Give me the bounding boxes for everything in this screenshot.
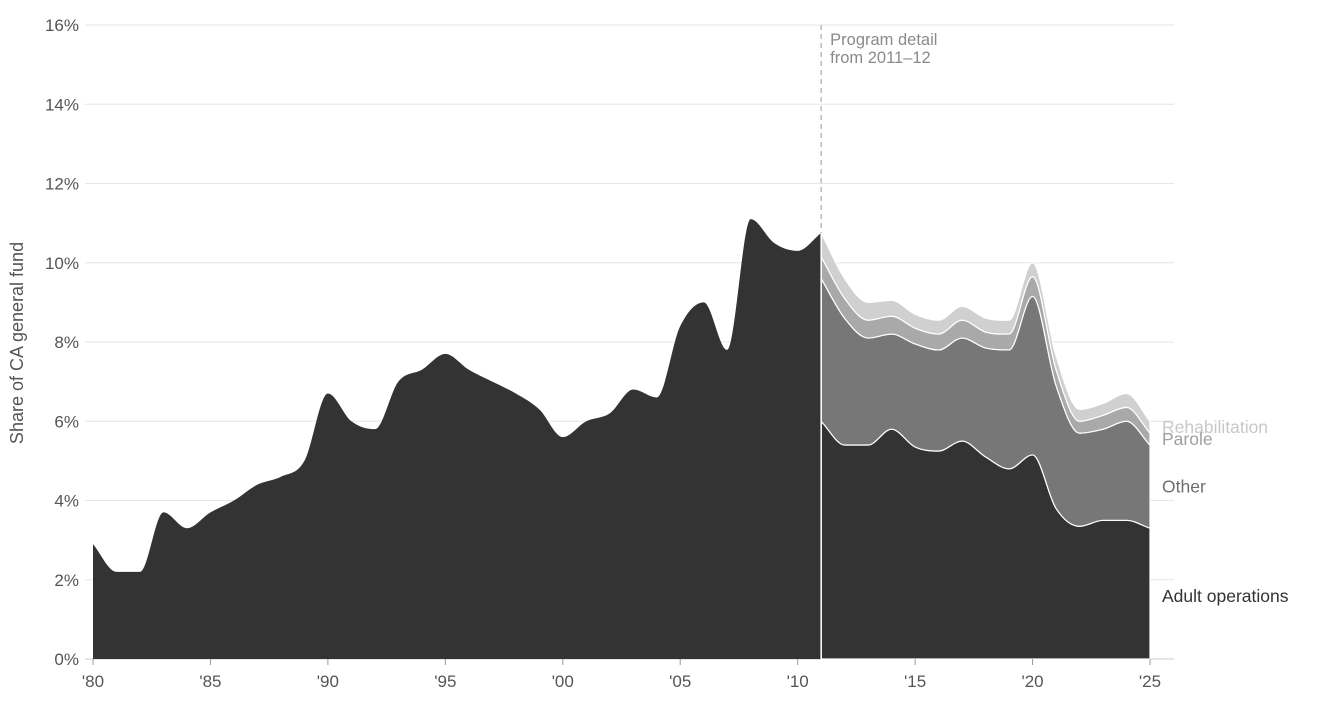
series-labels: Adult operations Other ParoleRehabilitatio… [1162,417,1289,606]
x-tick-label: '95 [434,672,456,691]
y-tick-label: 16% [45,16,79,35]
x-axis: '80 '85 '90 '95 '00 '05 '10 '15 '20 '25 [82,659,1161,691]
annotation: Program detail from 2011–12 [820,25,937,234]
y-tick-label: 8% [54,333,79,352]
annotation-text-line-2: from 2011–12 [830,49,931,67]
x-tick-label: '10 [787,672,809,691]
annotation-text-line-1: Program detail [830,31,937,49]
area-layers [93,219,1151,660]
y-tick-label: 6% [54,412,79,431]
y-tick-label: 0% [54,650,79,669]
series-label-rehabilitation: Rehabilitation [1162,417,1268,437]
y-axis: 0% 2% 4% 6% 8% 10% 12% 14% 16% [45,16,79,669]
series-label-other: Other [1162,477,1206,497]
series-label-parole: Parole [1162,429,1213,449]
x-tick-label: '90 [317,672,339,691]
y-axis-title: Share of CA general fund [7,242,27,444]
x-tick-label: '80 [82,672,104,691]
y-tick-label: 12% [45,175,79,194]
x-tick-label: '05 [669,672,691,691]
x-tick-label: '25 [1139,672,1161,691]
area-total-pre-2011 [93,219,822,659]
y-tick-label: 10% [45,254,79,273]
x-tick-label: '20 [1021,672,1043,691]
y-tick-label: 14% [45,95,79,114]
x-tick-label: '15 [904,672,926,691]
y-tick-label: 4% [54,492,79,511]
series-label-adult-operations: Adult operations [1162,586,1289,606]
x-tick-label: '85 [199,672,221,691]
area-rehabilitation [820,232,1151,434]
x-tick-label: '00 [552,672,574,691]
y-tick-label: 2% [54,571,79,590]
